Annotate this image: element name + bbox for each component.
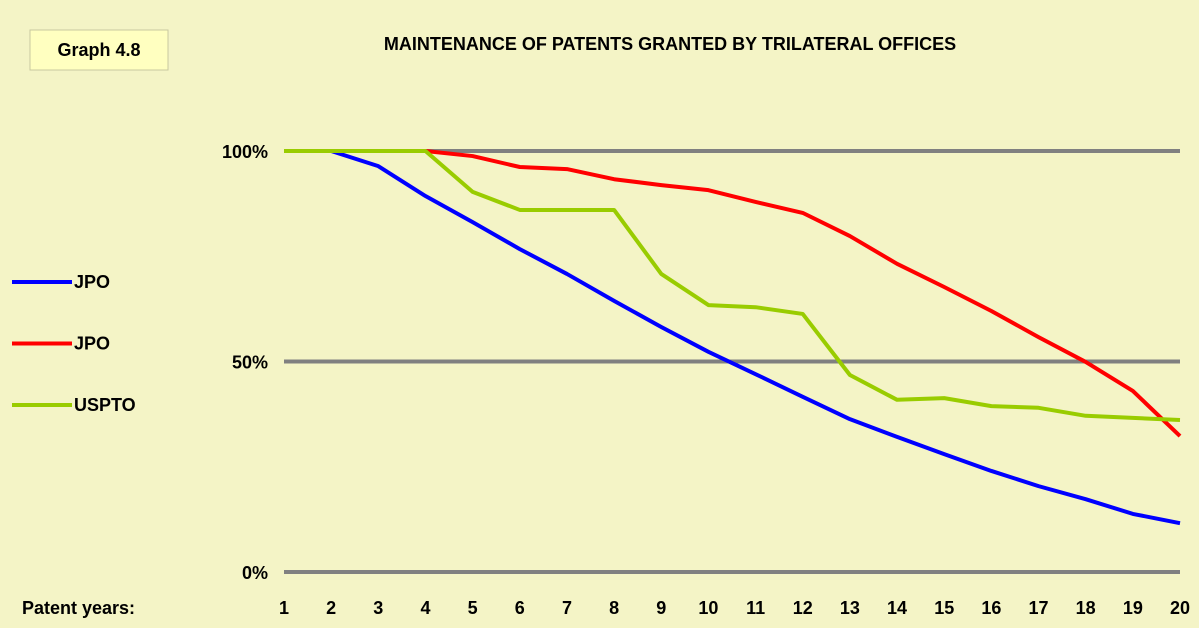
y-tick-label: 100% [222, 142, 268, 162]
x-tick-label: 8 [609, 598, 619, 618]
series-line [284, 149, 1181, 526]
x-tick-label: 1 [279, 598, 289, 618]
x-tick-label: 15 [934, 598, 954, 618]
x-tick-label: 4 [420, 598, 430, 618]
y-tick-label: 0% [242, 563, 268, 583]
x-tick-label: 16 [981, 598, 1001, 618]
series-line [284, 149, 1182, 438]
x-tick-label: 10 [698, 598, 718, 618]
x-tick-label: 5 [468, 598, 478, 618]
x-tick-label: 3 [373, 598, 383, 618]
x-tick-label: 11 [746, 598, 765, 618]
x-tick-label: 18 [1076, 598, 1096, 618]
x-tick-label: 20 [1170, 598, 1190, 618]
x-tick-label: 13 [840, 598, 860, 618]
legend-label: JPO [74, 272, 110, 292]
legend-label: JPO [74, 333, 110, 353]
x-tick-label: 17 [1029, 598, 1049, 618]
series-line [284, 149, 1181, 423]
y-tick-label: 50% [232, 352, 268, 372]
x-tick-label: 19 [1123, 598, 1143, 618]
tag-box [29, 29, 169, 71]
tag: Graph 4.8 [57, 40, 140, 60]
x-axis-label: Patent years: [22, 598, 135, 618]
x-tick-label: 6 [515, 598, 525, 618]
x-tick-label: 7 [562, 598, 572, 618]
x-tick-label: 14 [887, 598, 907, 618]
x-tick-label: 2 [326, 598, 336, 618]
x-tick-label: 12 [793, 598, 813, 618]
x-tick-label: 9 [656, 598, 666, 618]
chart-title: MAINTENANCE OF PATENTS GRANTED BY TRILAT… [384, 34, 956, 54]
legend-label: USPTO [74, 395, 136, 415]
